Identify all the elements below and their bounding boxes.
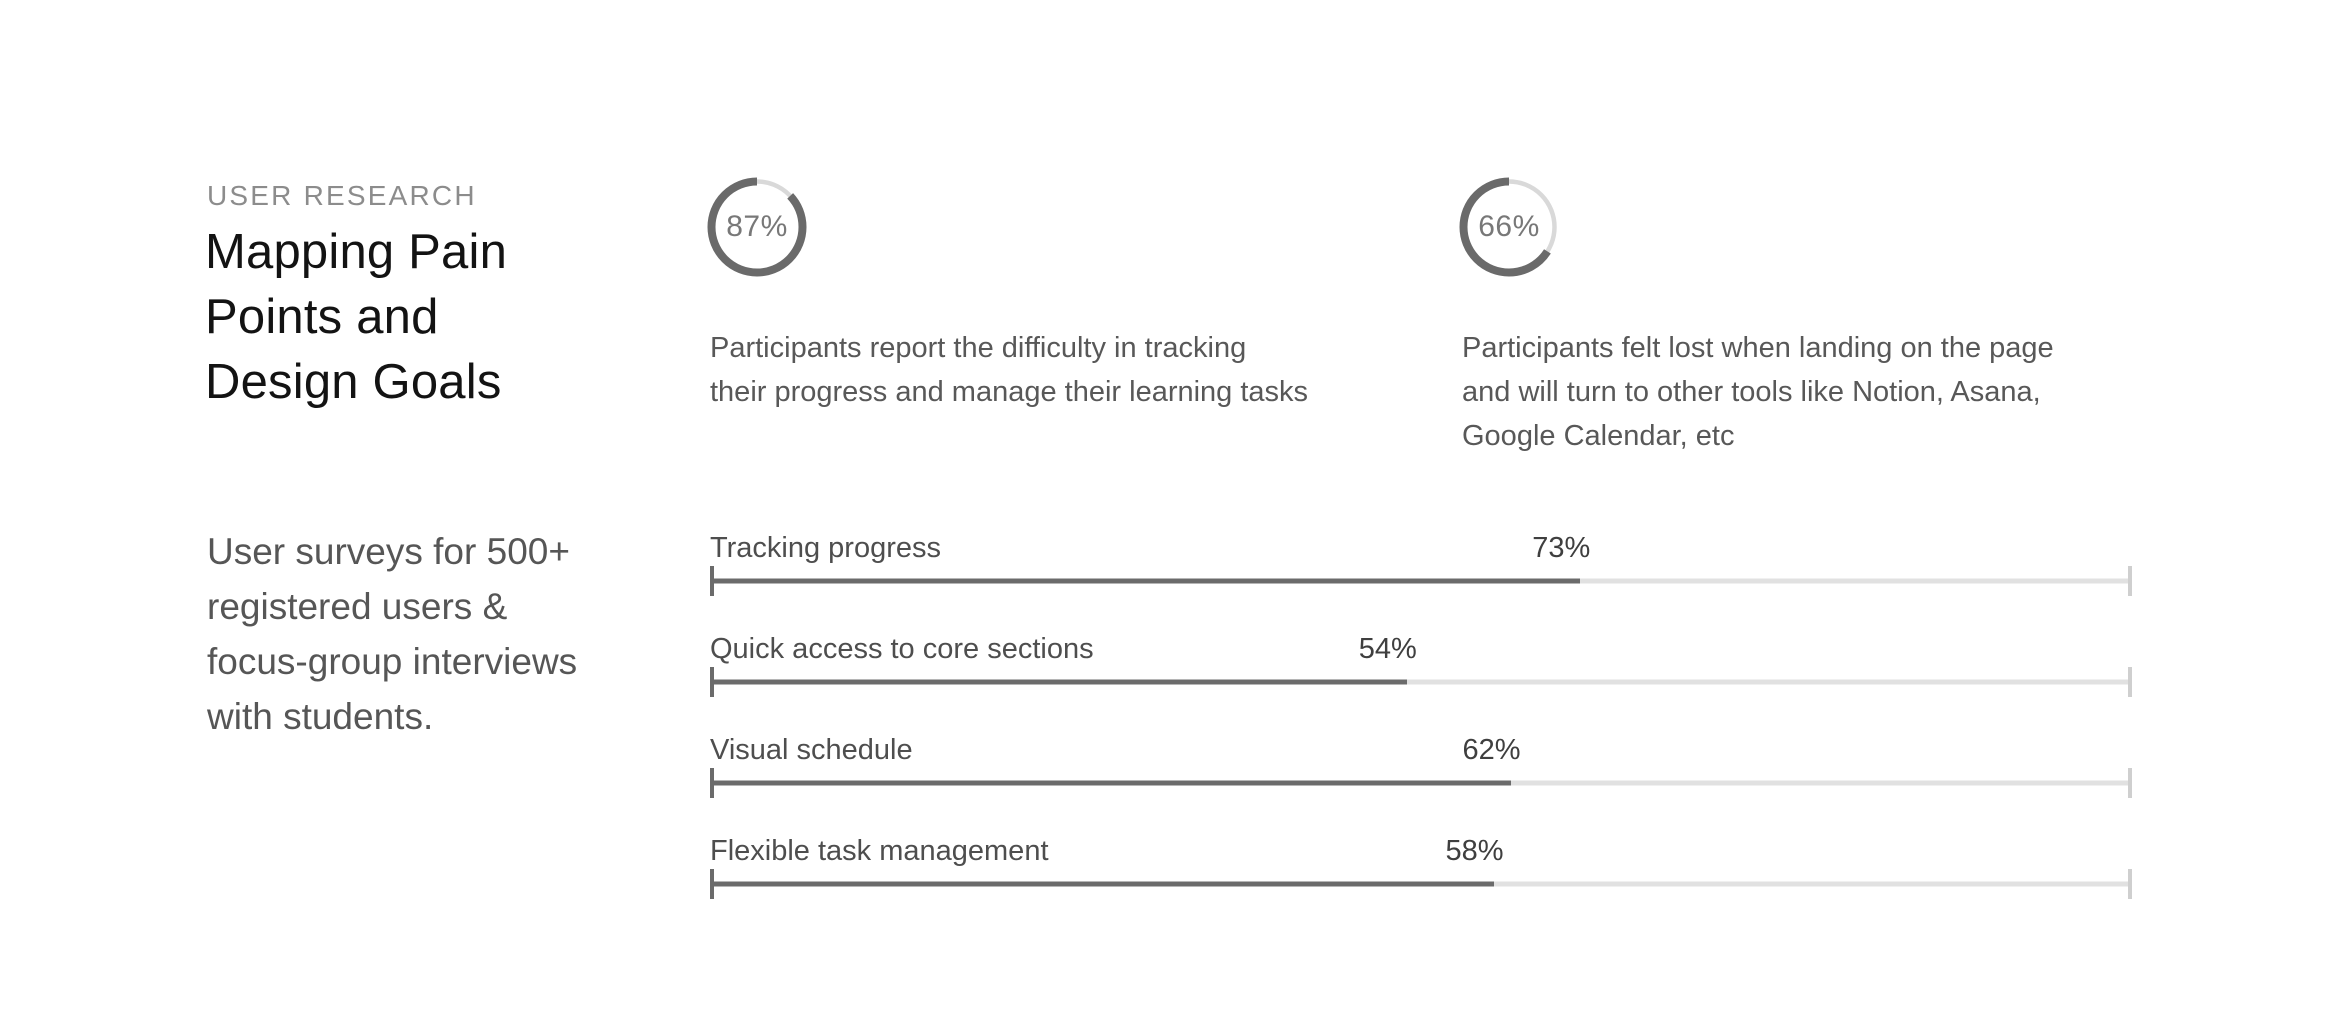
bar-value-label: 62% xyxy=(1462,734,1521,766)
axis-end-tick xyxy=(2128,869,2132,899)
donut-ring-icon xyxy=(707,177,807,277)
bar-row-visual-schedule: Visual schedule 62% xyxy=(710,736,2132,798)
gauge-caption: Participants report the difficulty in tr… xyxy=(710,332,1309,408)
bar-row-flexible-task-management: Flexible task management 58% xyxy=(710,837,2132,899)
page-title: Mapping Pain Points and Design Goals xyxy=(205,225,508,409)
gauge-value: 87% xyxy=(726,210,788,243)
axis-end-tick xyxy=(2128,667,2132,697)
bar-track xyxy=(710,578,2132,584)
donut-ring-icon xyxy=(1459,177,1559,277)
axis-start-tick xyxy=(710,768,714,798)
bar-track xyxy=(710,780,2132,786)
bar-row-tracking-progress: Tracking progress 73% xyxy=(710,534,2132,596)
bar-track xyxy=(710,881,2132,887)
bar-chart: Tracking progress 73% Quick access to co… xyxy=(710,534,2132,938)
donut-gauge-66: 66% xyxy=(1458,176,1560,278)
donut-gauge-87: 87% xyxy=(706,176,808,278)
bar-value-label: 58% xyxy=(1445,835,1504,867)
axis-end-tick xyxy=(2128,566,2132,596)
bar-category-label: Flexible task management xyxy=(710,835,1049,867)
bar-track xyxy=(710,679,2132,685)
bar-fill xyxy=(710,578,1581,584)
bar-fill xyxy=(710,780,1511,786)
bar-row-quick-access: Quick access to core sections 54% xyxy=(710,635,2132,697)
axis-start-tick xyxy=(710,566,714,596)
eyebrow-label: USER RESEARCH xyxy=(207,180,477,211)
axis-start-tick xyxy=(710,869,714,899)
left-description: User surveys for 500+ registered users & f… xyxy=(207,531,578,737)
bar-value-label: 73% xyxy=(1532,532,1591,564)
bar-category-label: Visual schedule xyxy=(710,734,913,766)
bar-category-label: Quick access to core sections xyxy=(710,633,1094,665)
bar-value-label: 54% xyxy=(1358,633,1417,665)
bar-fill xyxy=(710,881,1494,887)
bar-category-label: Tracking progress xyxy=(710,532,942,564)
bar-fill xyxy=(710,679,1407,685)
gauge-caption: Participants felt lost when landing on t… xyxy=(1462,332,2054,452)
gauge-value: 66% xyxy=(1478,210,1540,243)
axis-start-tick xyxy=(710,667,714,697)
axis-end-tick xyxy=(2128,768,2132,798)
